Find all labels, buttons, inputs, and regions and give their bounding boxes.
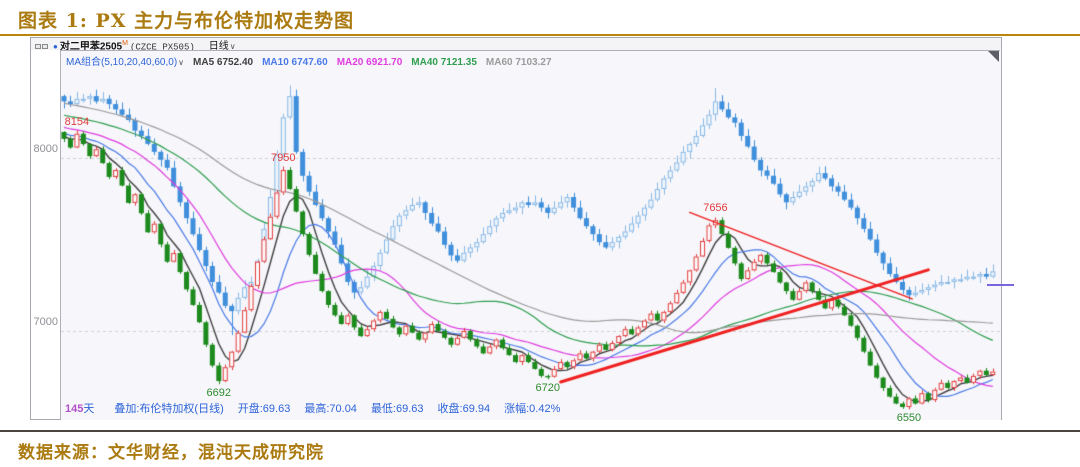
ma-indicator-bar: MA组合(5,10,20,40,60,0)∨ MA5 6752.40 MA10 67… <box>66 53 552 68</box>
title-rule <box>0 34 1080 36</box>
instrument-code: (CZCE PX505) <box>129 42 195 53</box>
price-label-7950: 7950 <box>271 151 296 164</box>
candlestick-canvas[interactable] <box>61 51 1001 420</box>
main-contract-marker: M <box>122 40 128 47</box>
period-label: 日线 <box>208 41 229 53</box>
y-axis-label-8000: 8000 <box>33 143 58 155</box>
stat-3: 收盘:69.94 <box>437 403 491 415</box>
ma-value-ma10: MA10 6747.60 <box>262 57 328 68</box>
price-label-8154: 8154 <box>64 116 90 129</box>
price-label-6550: 6550 <box>896 411 922 424</box>
data-source: 数据来源：文华财经，混沌天成研究院 <box>18 443 324 463</box>
y-axis-label-7000: 7000 <box>33 316 58 328</box>
stat-4: 涨幅:0.42% <box>504 403 561 415</box>
overlay-tab[interactable]: 叠加:布伦特加权(日线) <box>114 403 224 415</box>
ma-settings-dropdown[interactable]: MA组合(5,10,20,40,60,0)∨ <box>66 57 185 68</box>
latest-price-marker <box>987 283 1014 286</box>
chart-window: ● 对二甲苯2505M (CZCE PX505) 日线∨ 8000 7000 MA组合… <box>30 37 1014 424</box>
stat-1: 最高:70.04 <box>304 403 357 415</box>
instrument-dot-icon: ● <box>53 42 58 52</box>
chevron-down-icon: ∨ <box>178 58 185 67</box>
period-selector[interactable]: 日线∨ <box>209 41 236 52</box>
chart-header: ● 对二甲苯2505M (CZCE PX505) 日线∨ <box>31 38 1001 53</box>
price-label-6692: 6692 <box>206 387 232 400</box>
ma-value-ma60: MA60 7103.27 <box>485 57 552 68</box>
figure-title: 图表 1: PX 主力与布伦特加权走势图 <box>18 10 355 32</box>
ma-value-ma5: MA5 6752.40 <box>193 57 254 68</box>
linked-windows-icon[interactable] <box>35 41 49 53</box>
price-label-7656: 7656 <box>703 202 728 215</box>
instrument-name[interactable]: 对二甲苯2505 <box>59 41 123 53</box>
status-bar: 145天 叠加:布伦特加权(日线) 开盘:69.63 最高:70.04 最低:69.63… <box>65 400 560 416</box>
chevron-down-icon: ∨ <box>229 42 236 52</box>
period-count: 145 <box>65 403 84 415</box>
plot-area: MA组合(5,10,20,40,60,0)∨ MA5 6752.40 MA10 67… <box>60 50 1001 424</box>
ma-value-ma40: MA40 7121.35 <box>411 57 477 68</box>
y-axis-gutter: 8000 7000 <box>31 50 60 419</box>
source-rule <box>0 430 1080 432</box>
corner-fold-icon[interactable] <box>988 51 999 62</box>
stat-0: 开盘:69.63 <box>237 403 291 415</box>
ma-value-ma20: MA20 6921.70 <box>336 57 403 68</box>
period-unit: 天 <box>83 403 95 415</box>
price-label-6720: 6720 <box>535 382 560 395</box>
stat-2: 最低:69.63 <box>370 403 424 415</box>
